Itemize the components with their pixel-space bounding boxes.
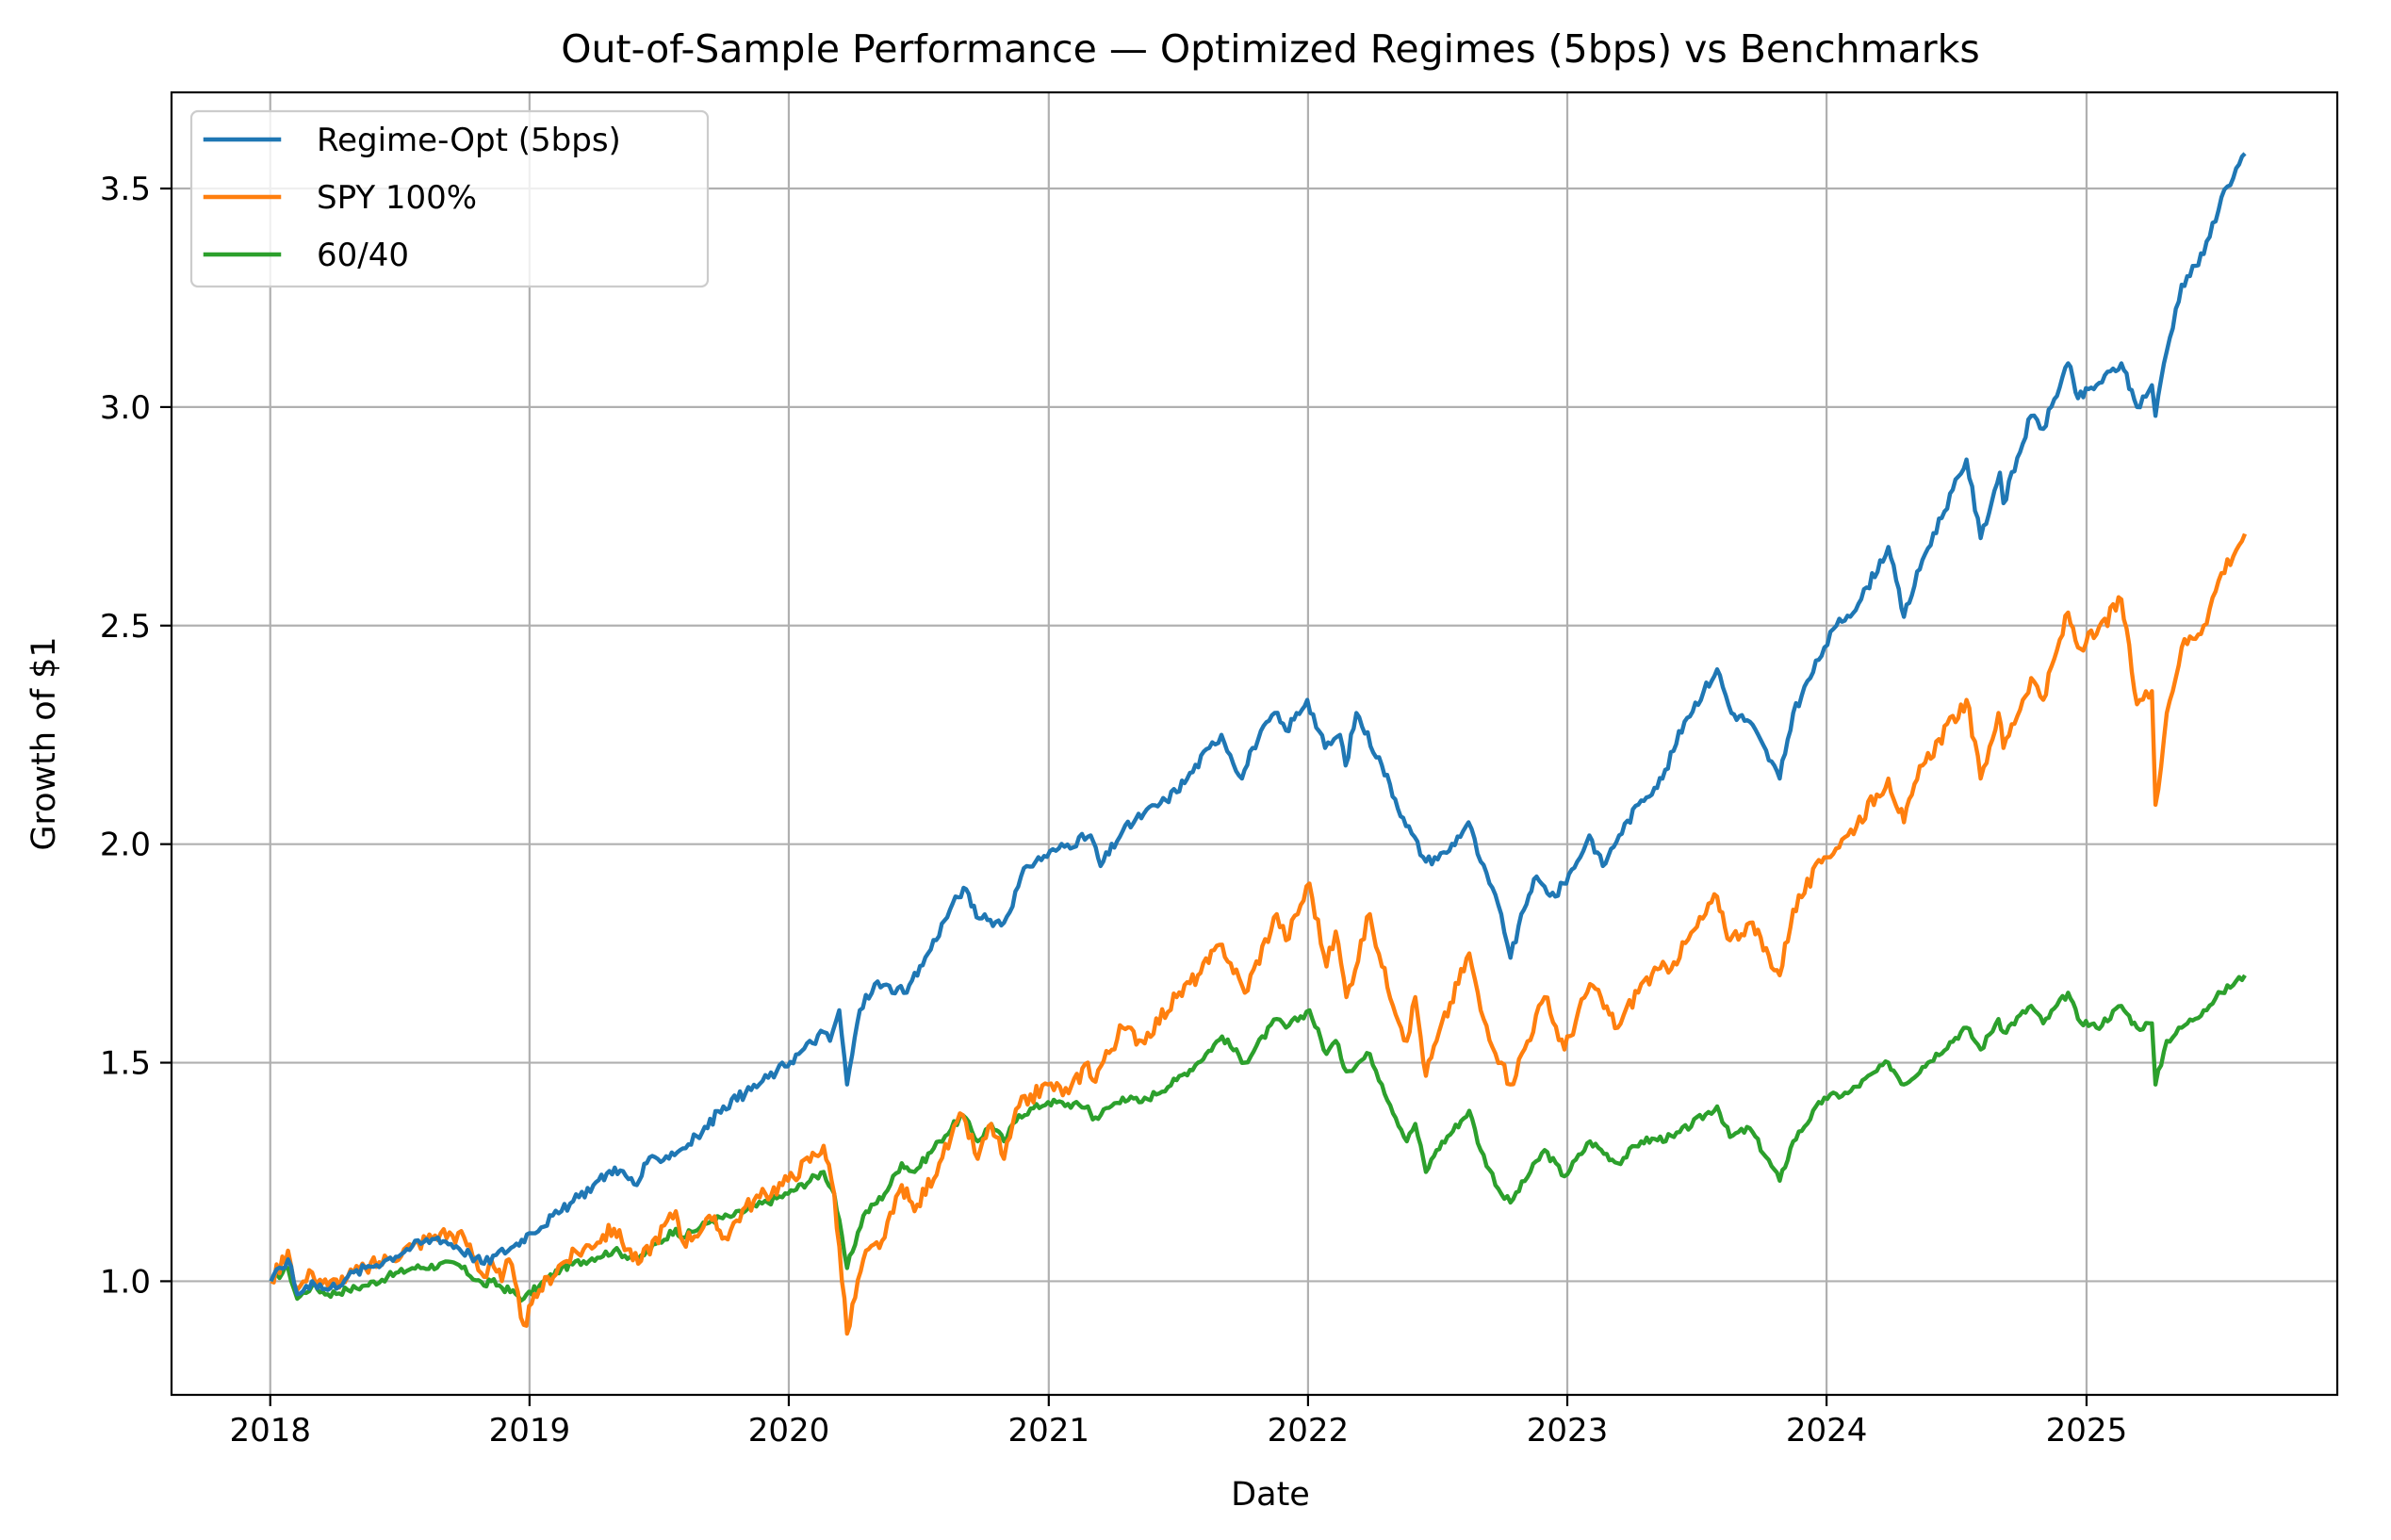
legend-box bbox=[189, 109, 710, 288]
x-tick-label: 2019 bbox=[489, 1412, 571, 1450]
x-tick-label: 2023 bbox=[1527, 1412, 1609, 1450]
x-tick-label: 2024 bbox=[1786, 1412, 1868, 1450]
legend-label-60-40: 60/40 bbox=[317, 237, 409, 274]
x-tick-label: 2025 bbox=[2046, 1412, 2128, 1450]
plot-frame bbox=[170, 90, 2339, 1397]
x-tick-label: 2020 bbox=[748, 1412, 830, 1450]
x-tick-label: 2021 bbox=[1008, 1412, 1090, 1450]
y-tick-label: 3.5 bbox=[100, 171, 151, 208]
y-tick-label: 2.0 bbox=[100, 827, 151, 864]
y-tick-label: 2.5 bbox=[100, 608, 151, 646]
legend-label-spy: SPY 100% bbox=[317, 179, 477, 217]
y-tick-label: 1.5 bbox=[100, 1045, 151, 1083]
x-axis-title: Date bbox=[1231, 1476, 1310, 1514]
series-line-spy bbox=[270, 532, 2248, 1336]
y-tick-label: 3.0 bbox=[100, 389, 151, 427]
legend-label-regime-opt: Regime-Opt (5bps) bbox=[317, 122, 621, 159]
series-line-60-40 bbox=[269, 974, 2247, 1303]
series-line-regime-opt bbox=[269, 152, 2247, 1297]
legend: Regime-Opt (5bps) SPY 100% 60/40 bbox=[189, 109, 710, 288]
axis-ticks: 2018 2019 2020 2021 2022 2023 2024 2025 1.0 1.5 2.… bbox=[100, 171, 2127, 1450]
x-tick-label: 2022 bbox=[1268, 1412, 1350, 1450]
grid-lines bbox=[172, 92, 2337, 1395]
y-tick-label: 1.0 bbox=[100, 1263, 151, 1301]
series-lines bbox=[269, 152, 2248, 1336]
x-tick-label: 2018 bbox=[229, 1412, 311, 1450]
y-axis-title: Growth of $1 bbox=[25, 636, 63, 850]
chart-title: Out-of-Sample Performance — Optimized Re… bbox=[561, 26, 1979, 72]
